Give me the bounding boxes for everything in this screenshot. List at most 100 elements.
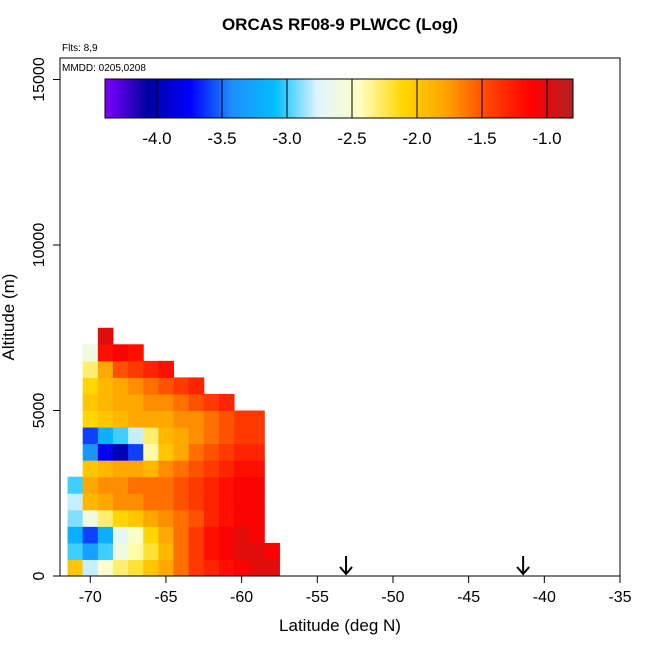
heat-cell bbox=[188, 460, 205, 478]
heat-cell bbox=[203, 493, 220, 511]
heat-cell bbox=[128, 377, 144, 395]
heat-cell bbox=[218, 427, 235, 445]
heat-cell bbox=[143, 460, 159, 478]
heat-cell bbox=[143, 427, 159, 445]
heat-cell bbox=[188, 443, 205, 461]
heat-cell bbox=[218, 526, 235, 544]
heat-cell bbox=[203, 443, 220, 461]
heat-cell bbox=[264, 559, 280, 577]
heat-cell bbox=[143, 410, 159, 428]
heat-cell bbox=[128, 344, 144, 362]
heat-cell bbox=[143, 476, 159, 494]
heat-cell bbox=[97, 460, 114, 478]
heat-cell bbox=[249, 509, 265, 527]
heat-cell bbox=[82, 377, 99, 395]
heat-cell bbox=[234, 410, 250, 428]
heat-cell bbox=[249, 427, 265, 445]
heat-cell bbox=[112, 427, 129, 445]
heat-cell bbox=[188, 393, 205, 412]
heat-cell bbox=[218, 460, 235, 478]
heat-cell bbox=[143, 377, 159, 395]
colorbar-tick-label: -4.0 bbox=[142, 129, 171, 148]
heat-cell bbox=[128, 393, 144, 412]
heat-cell bbox=[112, 460, 129, 478]
heat-cell bbox=[82, 542, 99, 560]
heat-cell bbox=[173, 427, 190, 445]
heat-cell bbox=[128, 559, 144, 577]
heat-cell bbox=[128, 542, 144, 560]
heat-cell bbox=[249, 410, 265, 428]
heat-cell bbox=[97, 526, 114, 544]
heat-cell bbox=[112, 344, 129, 362]
heat-cell bbox=[173, 443, 190, 461]
y-tick-label: 15000 bbox=[31, 57, 48, 102]
y-axis-label: Altitude (m) bbox=[0, 274, 18, 361]
heat-cell bbox=[173, 393, 190, 412]
heat-cell bbox=[234, 559, 250, 577]
heat-cell bbox=[97, 542, 114, 560]
heat-cell bbox=[173, 559, 190, 577]
heat-cell bbox=[112, 393, 129, 412]
heat-cell bbox=[112, 410, 129, 428]
heat-cell bbox=[249, 542, 265, 560]
heat-cell bbox=[234, 476, 250, 494]
heat-cell bbox=[97, 410, 114, 428]
heat-cell bbox=[67, 493, 84, 511]
x-tick-label: -55 bbox=[306, 589, 329, 606]
heat-cell bbox=[188, 542, 205, 560]
heat-cell bbox=[249, 443, 265, 461]
heat-cell bbox=[158, 493, 175, 511]
arrow-head bbox=[516, 566, 530, 576]
heat-cell bbox=[143, 509, 159, 527]
x-tick-label: -70 bbox=[79, 589, 102, 606]
heat-cell bbox=[203, 559, 220, 577]
heat-cell bbox=[173, 460, 190, 478]
heat-cell bbox=[143, 443, 159, 461]
heat-cell bbox=[82, 443, 99, 461]
heat-cell bbox=[218, 476, 235, 494]
heat-cell bbox=[188, 509, 205, 527]
heat-cell bbox=[128, 360, 144, 378]
heat-cell bbox=[234, 526, 250, 544]
heat-cell bbox=[158, 559, 175, 577]
colorbar-tick-label: -3.5 bbox=[207, 129, 236, 148]
heat-cell bbox=[97, 476, 114, 494]
heat-cell bbox=[158, 526, 175, 544]
heat-cell bbox=[97, 493, 114, 511]
heat-cell bbox=[112, 443, 129, 461]
heat-cell bbox=[97, 443, 114, 461]
heat-cell bbox=[234, 493, 250, 511]
heat-cell bbox=[82, 360, 99, 378]
heat-cell bbox=[128, 410, 144, 428]
colorbar-tick-label: -1.0 bbox=[532, 129, 561, 148]
y-tick-label: 0 bbox=[31, 571, 48, 580]
heat-cell bbox=[173, 410, 190, 428]
x-tick-label: -65 bbox=[154, 589, 177, 606]
chart-title: ORCAS RF08-9 PLWCC (Log) bbox=[222, 15, 458, 34]
heat-cell bbox=[203, 393, 220, 412]
heat-cell bbox=[82, 509, 99, 527]
heat-cell bbox=[128, 493, 144, 511]
heat-cell bbox=[143, 360, 159, 378]
heat-cell bbox=[218, 443, 235, 461]
heat-cell bbox=[158, 542, 175, 560]
heat-cell bbox=[82, 344, 99, 362]
heat-cell bbox=[112, 542, 129, 560]
colorbar-tick-label: -2.5 bbox=[337, 129, 366, 148]
heat-cell bbox=[218, 509, 235, 527]
heat-cell bbox=[112, 377, 129, 395]
heat-cell bbox=[97, 360, 114, 378]
heat-cell bbox=[188, 377, 205, 395]
heat-cell bbox=[143, 559, 159, 577]
heat-cell bbox=[203, 427, 220, 445]
heat-cell bbox=[234, 542, 250, 560]
heat-cell bbox=[128, 509, 144, 527]
x-tick-label: -40 bbox=[533, 589, 556, 606]
heat-cell bbox=[67, 542, 84, 560]
heat-cell bbox=[188, 493, 205, 511]
heat-cell bbox=[158, 393, 175, 412]
heat-cell bbox=[249, 526, 265, 544]
x-tick-label: -60 bbox=[230, 589, 253, 606]
heat-cell bbox=[218, 393, 235, 412]
